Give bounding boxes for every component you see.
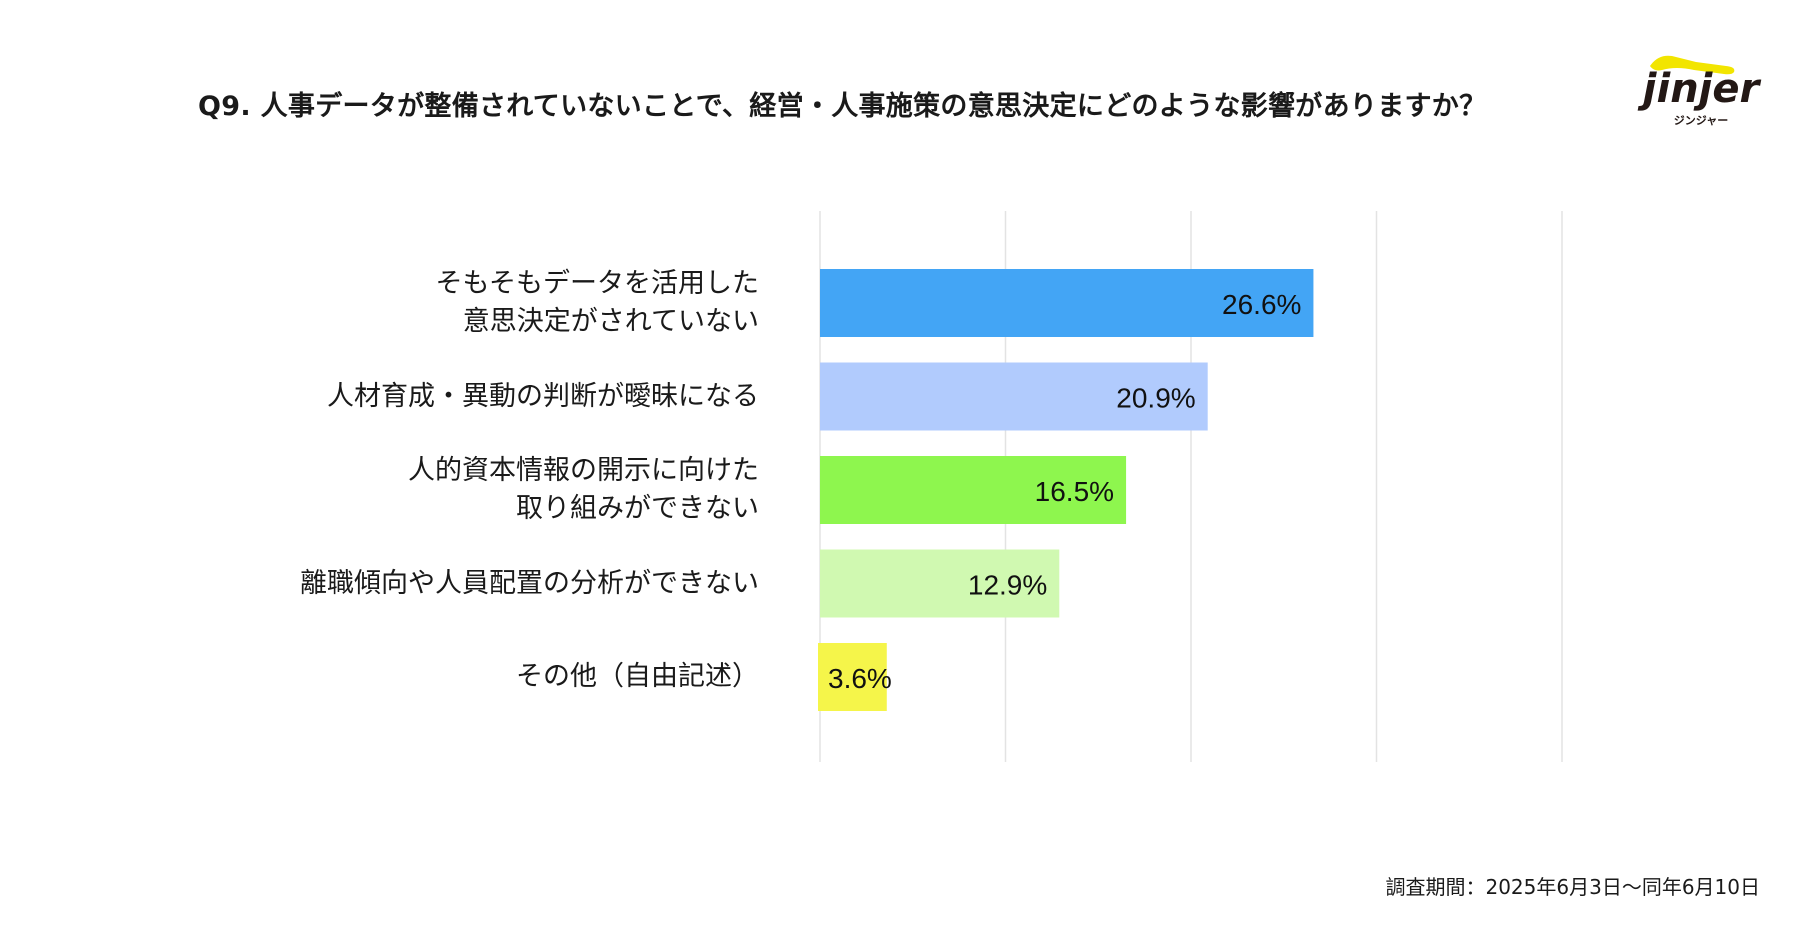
category-label-1: 人材育成・異動の判断が曖昧になる xyxy=(327,380,759,412)
bar-1 xyxy=(820,362,1208,431)
value-label-2: 16.5% xyxy=(1035,476,1114,507)
bar-3 xyxy=(820,549,1060,618)
category-label-2: 人的資本情報の開示に向けた 取り組みができない xyxy=(408,455,759,524)
bar-0 xyxy=(820,269,1314,337)
bar-4 xyxy=(818,643,887,711)
category-label-3: 離職傾向や人員配置の分析ができない xyxy=(300,567,759,599)
bar-2 xyxy=(820,456,1127,524)
category-label-4: その他（自由記述） xyxy=(516,661,759,692)
value-label-1: 20.9% xyxy=(1116,383,1195,414)
jinjer-logo: jinjer ジンジャー xyxy=(1636,48,1766,128)
logo-wordmark: jinjer xyxy=(1637,66,1762,112)
category-label-0: そもそもデータを活用した 意思決定がされていない xyxy=(435,268,759,337)
value-label-3: 12.9% xyxy=(968,570,1047,601)
logo-subtext: ジンジャー xyxy=(1674,114,1728,127)
survey-period: 調査期間：2025年6月3日〜同年6月10日 xyxy=(1385,875,1760,899)
chart-title: Q9. 人事データが整備されていないことで、経営・人事施策の意思決定にどのような… xyxy=(198,91,1487,122)
value-label-4: 3.6% xyxy=(828,663,892,694)
value-label-0: 26.6% xyxy=(1222,289,1301,320)
